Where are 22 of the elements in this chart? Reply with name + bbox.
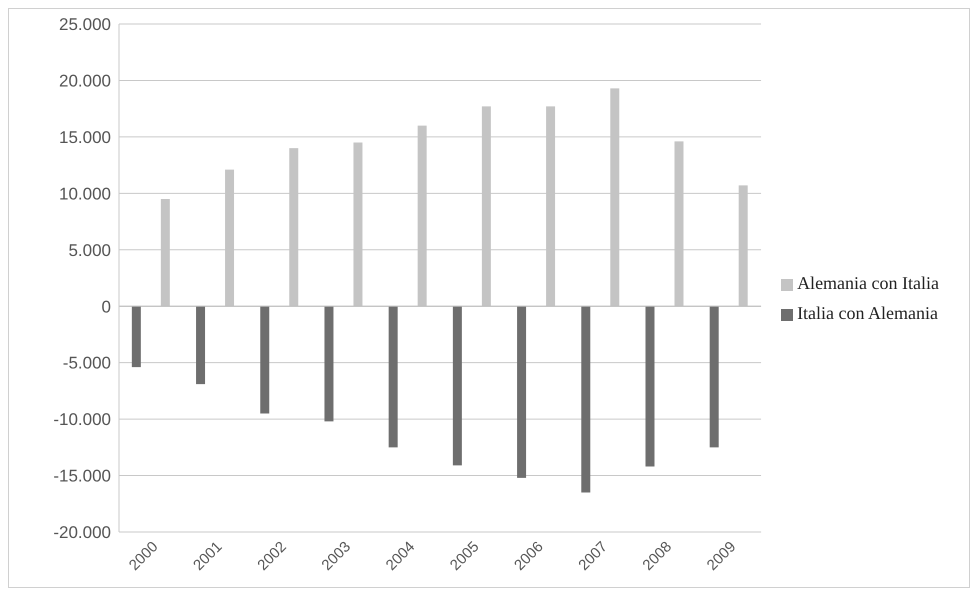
y-tick-label: -20.000 bbox=[53, 523, 111, 542]
y-tick-label: 0 bbox=[102, 297, 111, 316]
bar bbox=[324, 306, 334, 422]
bar bbox=[710, 306, 719, 448]
bar bbox=[196, 306, 206, 384]
y-tick-label: -15.000 bbox=[53, 466, 111, 486]
bar bbox=[581, 306, 590, 492]
bar bbox=[260, 306, 270, 414]
bar bbox=[388, 306, 398, 448]
legend-label: Italia con Alemania bbox=[797, 303, 938, 323]
bar bbox=[645, 306, 654, 467]
bar bbox=[132, 306, 141, 368]
y-tick-label: 10.000 bbox=[59, 184, 111, 204]
y-tick-label: 25.000 bbox=[59, 15, 111, 34]
y-tick-label: 15.000 bbox=[59, 128, 111, 147]
y-tick-label: 20.000 bbox=[59, 71, 111, 90]
legend-label: Alemania con Italia bbox=[797, 273, 939, 293]
bar bbox=[517, 306, 526, 478]
bar bbox=[452, 306, 462, 466]
y-tick-label: -5.000 bbox=[62, 354, 111, 373]
y-tick-label: 5.000 bbox=[68, 240, 111, 260]
y-tick-label: -10.000 bbox=[53, 410, 111, 430]
